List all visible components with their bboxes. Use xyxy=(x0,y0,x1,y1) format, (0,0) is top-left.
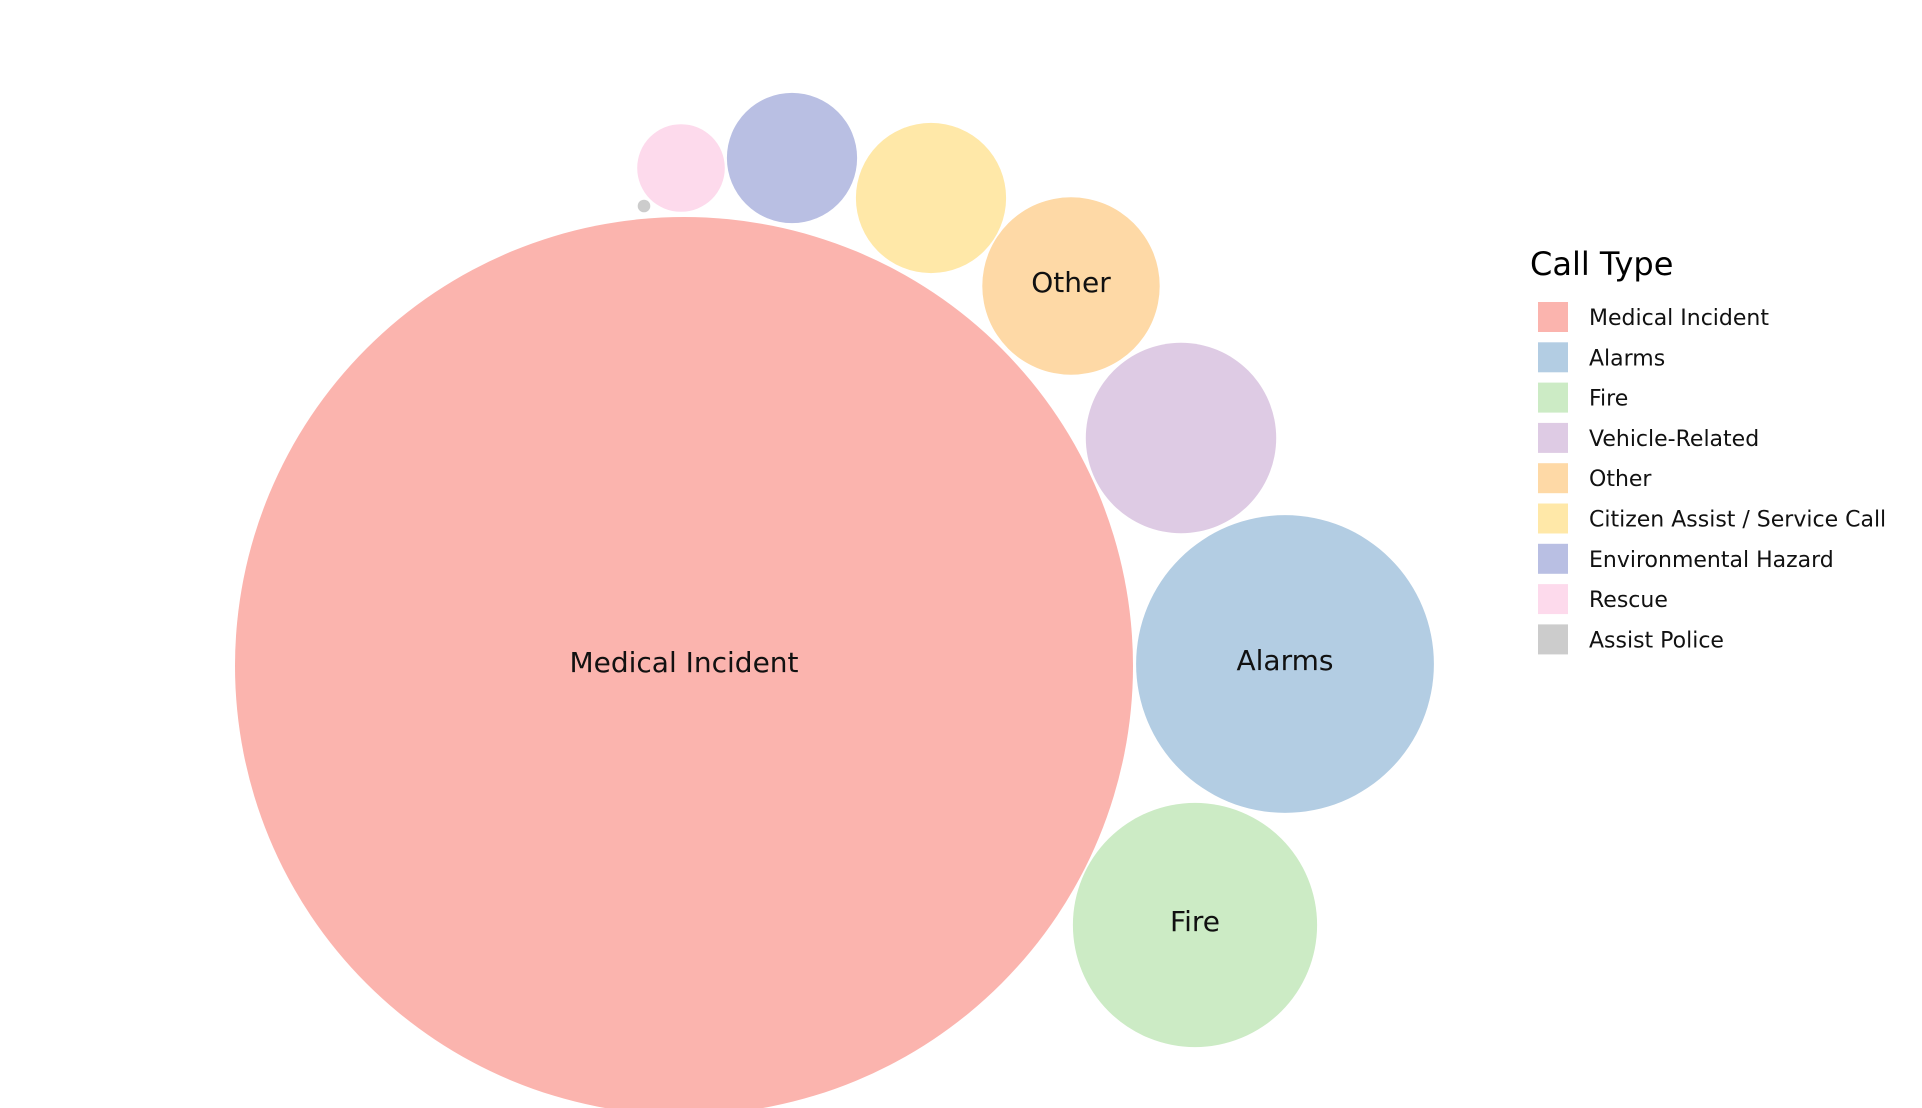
bubble-vehicle-related[interactable] xyxy=(1085,342,1277,534)
legend: Call Type Medical Incident Alarms Fire Vehi… xyxy=(1530,245,1886,655)
bubble-label-alarms: Alarms xyxy=(1237,644,1334,677)
bubble-environmental-hazard[interactable] xyxy=(726,92,858,224)
legend-label-vehicle-related: Vehicle-Related xyxy=(1589,427,1759,452)
legend-label-rescue: Rescue xyxy=(1589,588,1668,613)
legend-swatch-other xyxy=(1538,463,1568,494)
bubble-label-fire: Fire xyxy=(1170,905,1220,938)
bubble-label-medical-incident: Medical Incident xyxy=(569,646,798,679)
bubble-layer: Medical Incident Alarms Fire Other xyxy=(235,92,1434,1108)
legend-swatch-fire xyxy=(1538,382,1568,413)
legend-label-alarms: Alarms xyxy=(1589,346,1665,371)
legend-label-assist-police: Assist Police xyxy=(1589,628,1724,653)
bubble-other[interactable] xyxy=(982,197,1160,375)
bubble-citizen-assist-service-call[interactable] xyxy=(855,122,1007,274)
legend-label-environmental-hazard: Environmental Hazard xyxy=(1589,548,1834,573)
legend-swatch-environmental-hazard xyxy=(1538,543,1568,574)
bubble-label-other: Other xyxy=(1031,266,1111,299)
legend-swatch-rescue xyxy=(1538,584,1568,615)
bubble-rescue[interactable] xyxy=(637,124,725,212)
bubble-assist-police[interactable] xyxy=(637,199,651,213)
legend-swatch-alarms xyxy=(1538,342,1568,373)
legend-swatch-citizen-assist-service-call xyxy=(1538,503,1568,534)
legend-label-fire: Fire xyxy=(1589,387,1628,412)
legend-label-citizen-assist-service-call: Citizen Assist / Service Call xyxy=(1589,508,1886,533)
bubble-fire[interactable] xyxy=(1072,802,1318,1048)
legend-swatch-medical-incident xyxy=(1538,302,1568,332)
bubble-medical-incident[interactable] xyxy=(235,217,1133,1108)
legend-label-other: Other xyxy=(1589,467,1652,492)
legend-title: Call Type xyxy=(1530,245,1673,283)
bubble-alarms[interactable] xyxy=(1136,515,1434,813)
legend-label-medical-incident: Medical Incident xyxy=(1589,306,1769,331)
legend-swatch-vehicle-related xyxy=(1538,422,1568,453)
legend-swatch-assist-police xyxy=(1538,624,1568,655)
